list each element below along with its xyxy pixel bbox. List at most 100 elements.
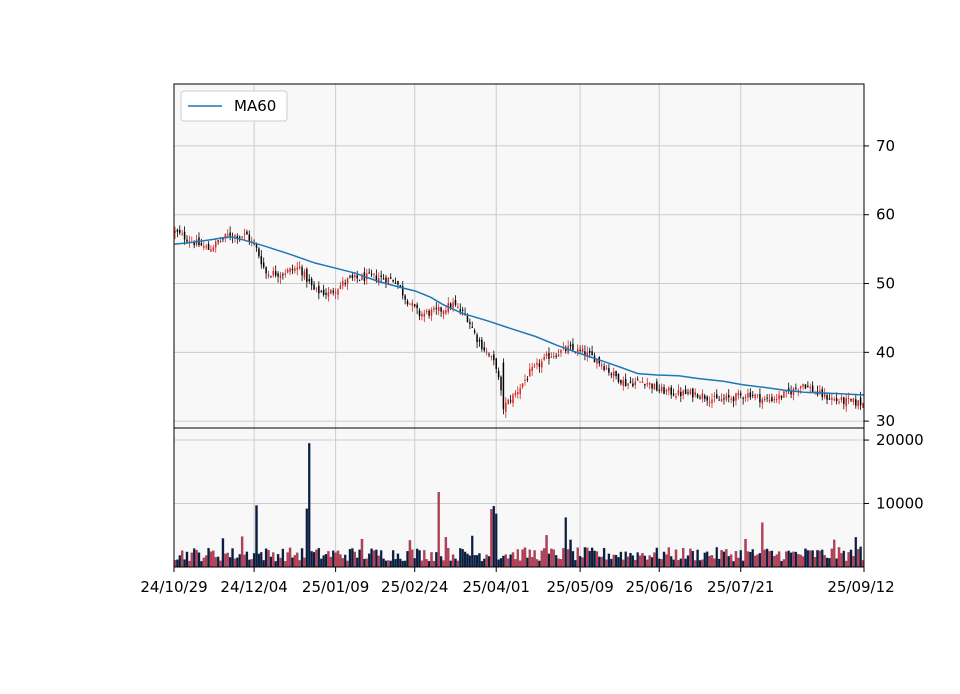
volume-bar <box>799 554 802 568</box>
volume-bar <box>763 549 766 568</box>
candle-body <box>521 383 524 387</box>
volume-bar <box>514 559 517 568</box>
volume-bar <box>665 554 668 568</box>
volume-bar <box>456 560 460 568</box>
candle-body <box>174 230 176 233</box>
volume-bar <box>698 560 702 568</box>
volume-bar <box>550 548 553 568</box>
candle-body <box>579 349 581 351</box>
volume-bar <box>286 552 289 568</box>
volume-bar <box>734 551 738 568</box>
candle-body <box>517 392 519 395</box>
candle-body <box>675 395 677 398</box>
candle-body <box>406 300 409 305</box>
volume-panel-frame <box>173 427 865 568</box>
candle-body <box>442 310 445 314</box>
x-tick-label: 25/05/09 <box>546 578 613 596</box>
volume-bar <box>658 558 661 568</box>
candle-body <box>279 275 282 278</box>
volume-bar <box>463 551 467 568</box>
volume-bar <box>845 560 848 568</box>
volume-bar <box>497 559 500 568</box>
volume-bar <box>670 556 673 568</box>
candle-body <box>711 399 713 404</box>
candle-body <box>423 313 426 317</box>
volume-bar <box>444 537 448 568</box>
candle-body <box>255 244 258 248</box>
candle-body <box>258 248 260 257</box>
volume-bar <box>423 550 426 568</box>
x-tick-label: 25/04/01 <box>463 578 530 596</box>
candle-body <box>706 396 708 401</box>
candle-body <box>620 379 622 384</box>
volume-bar <box>847 552 850 568</box>
candle-body <box>586 352 589 357</box>
volume-bar <box>293 555 297 568</box>
candle-body <box>226 234 229 236</box>
candle-body <box>342 280 344 286</box>
candle-body <box>850 399 852 401</box>
price-tick-label: 40 <box>876 343 895 361</box>
volume-bar <box>300 548 304 568</box>
candle-body <box>811 385 814 392</box>
candle-body <box>505 402 507 412</box>
candle-body <box>622 380 625 386</box>
volume-bar <box>554 555 558 568</box>
candle-body <box>859 397 862 406</box>
candle-body <box>828 398 831 400</box>
candle-body <box>179 229 181 233</box>
volume-bar <box>188 560 191 568</box>
candle-body <box>428 310 430 316</box>
volume-bar <box>492 505 496 568</box>
volume-bar <box>638 555 642 568</box>
volume-bar <box>518 560 522 568</box>
volume-bar <box>816 550 819 568</box>
volume-bar <box>437 492 440 568</box>
candle-body <box>771 397 773 402</box>
volume-bar <box>693 560 697 568</box>
volume-bar <box>782 559 786 568</box>
volume-bar <box>317 547 321 568</box>
volume-bar <box>358 549 361 568</box>
candle-body <box>457 306 459 308</box>
volume-bar <box>619 551 623 568</box>
candle-body <box>416 304 418 309</box>
volume-bar <box>461 549 464 568</box>
volume-bar <box>375 549 378 568</box>
volume-bar <box>741 560 745 568</box>
candle-body <box>591 351 593 356</box>
candle-body <box>564 347 567 352</box>
volume-bar <box>643 555 647 568</box>
volume-bar <box>432 560 436 568</box>
volume-bar <box>473 555 476 568</box>
candle-body <box>344 283 346 285</box>
candle-body <box>701 393 704 399</box>
candle-body <box>653 383 656 390</box>
candle-body <box>378 278 380 283</box>
volume-bar <box>408 540 412 568</box>
candle-body <box>315 287 318 289</box>
volume-bar <box>396 553 400 568</box>
volume-bar <box>624 551 627 568</box>
candle-body <box>368 272 370 274</box>
volume-bar <box>403 560 407 568</box>
volume-bar <box>578 555 582 568</box>
volume-bar <box>655 547 659 568</box>
volume-bar <box>231 548 234 568</box>
legend-box <box>180 90 288 122</box>
volume-bar <box>602 547 606 568</box>
candle-body <box>696 394 699 398</box>
candle-body <box>639 381 641 383</box>
volume-bar <box>391 550 395 568</box>
candle-body <box>608 367 610 373</box>
volume-bar <box>682 547 685 568</box>
volume-bar <box>559 559 563 568</box>
candle-body <box>497 371 500 378</box>
volume-bar <box>466 553 469 568</box>
candle-body <box>454 300 457 305</box>
candle-body <box>421 314 423 317</box>
candle-body <box>236 236 239 239</box>
candle-body <box>612 371 615 377</box>
volume-bar <box>622 559 625 568</box>
candle-body <box>581 348 584 352</box>
